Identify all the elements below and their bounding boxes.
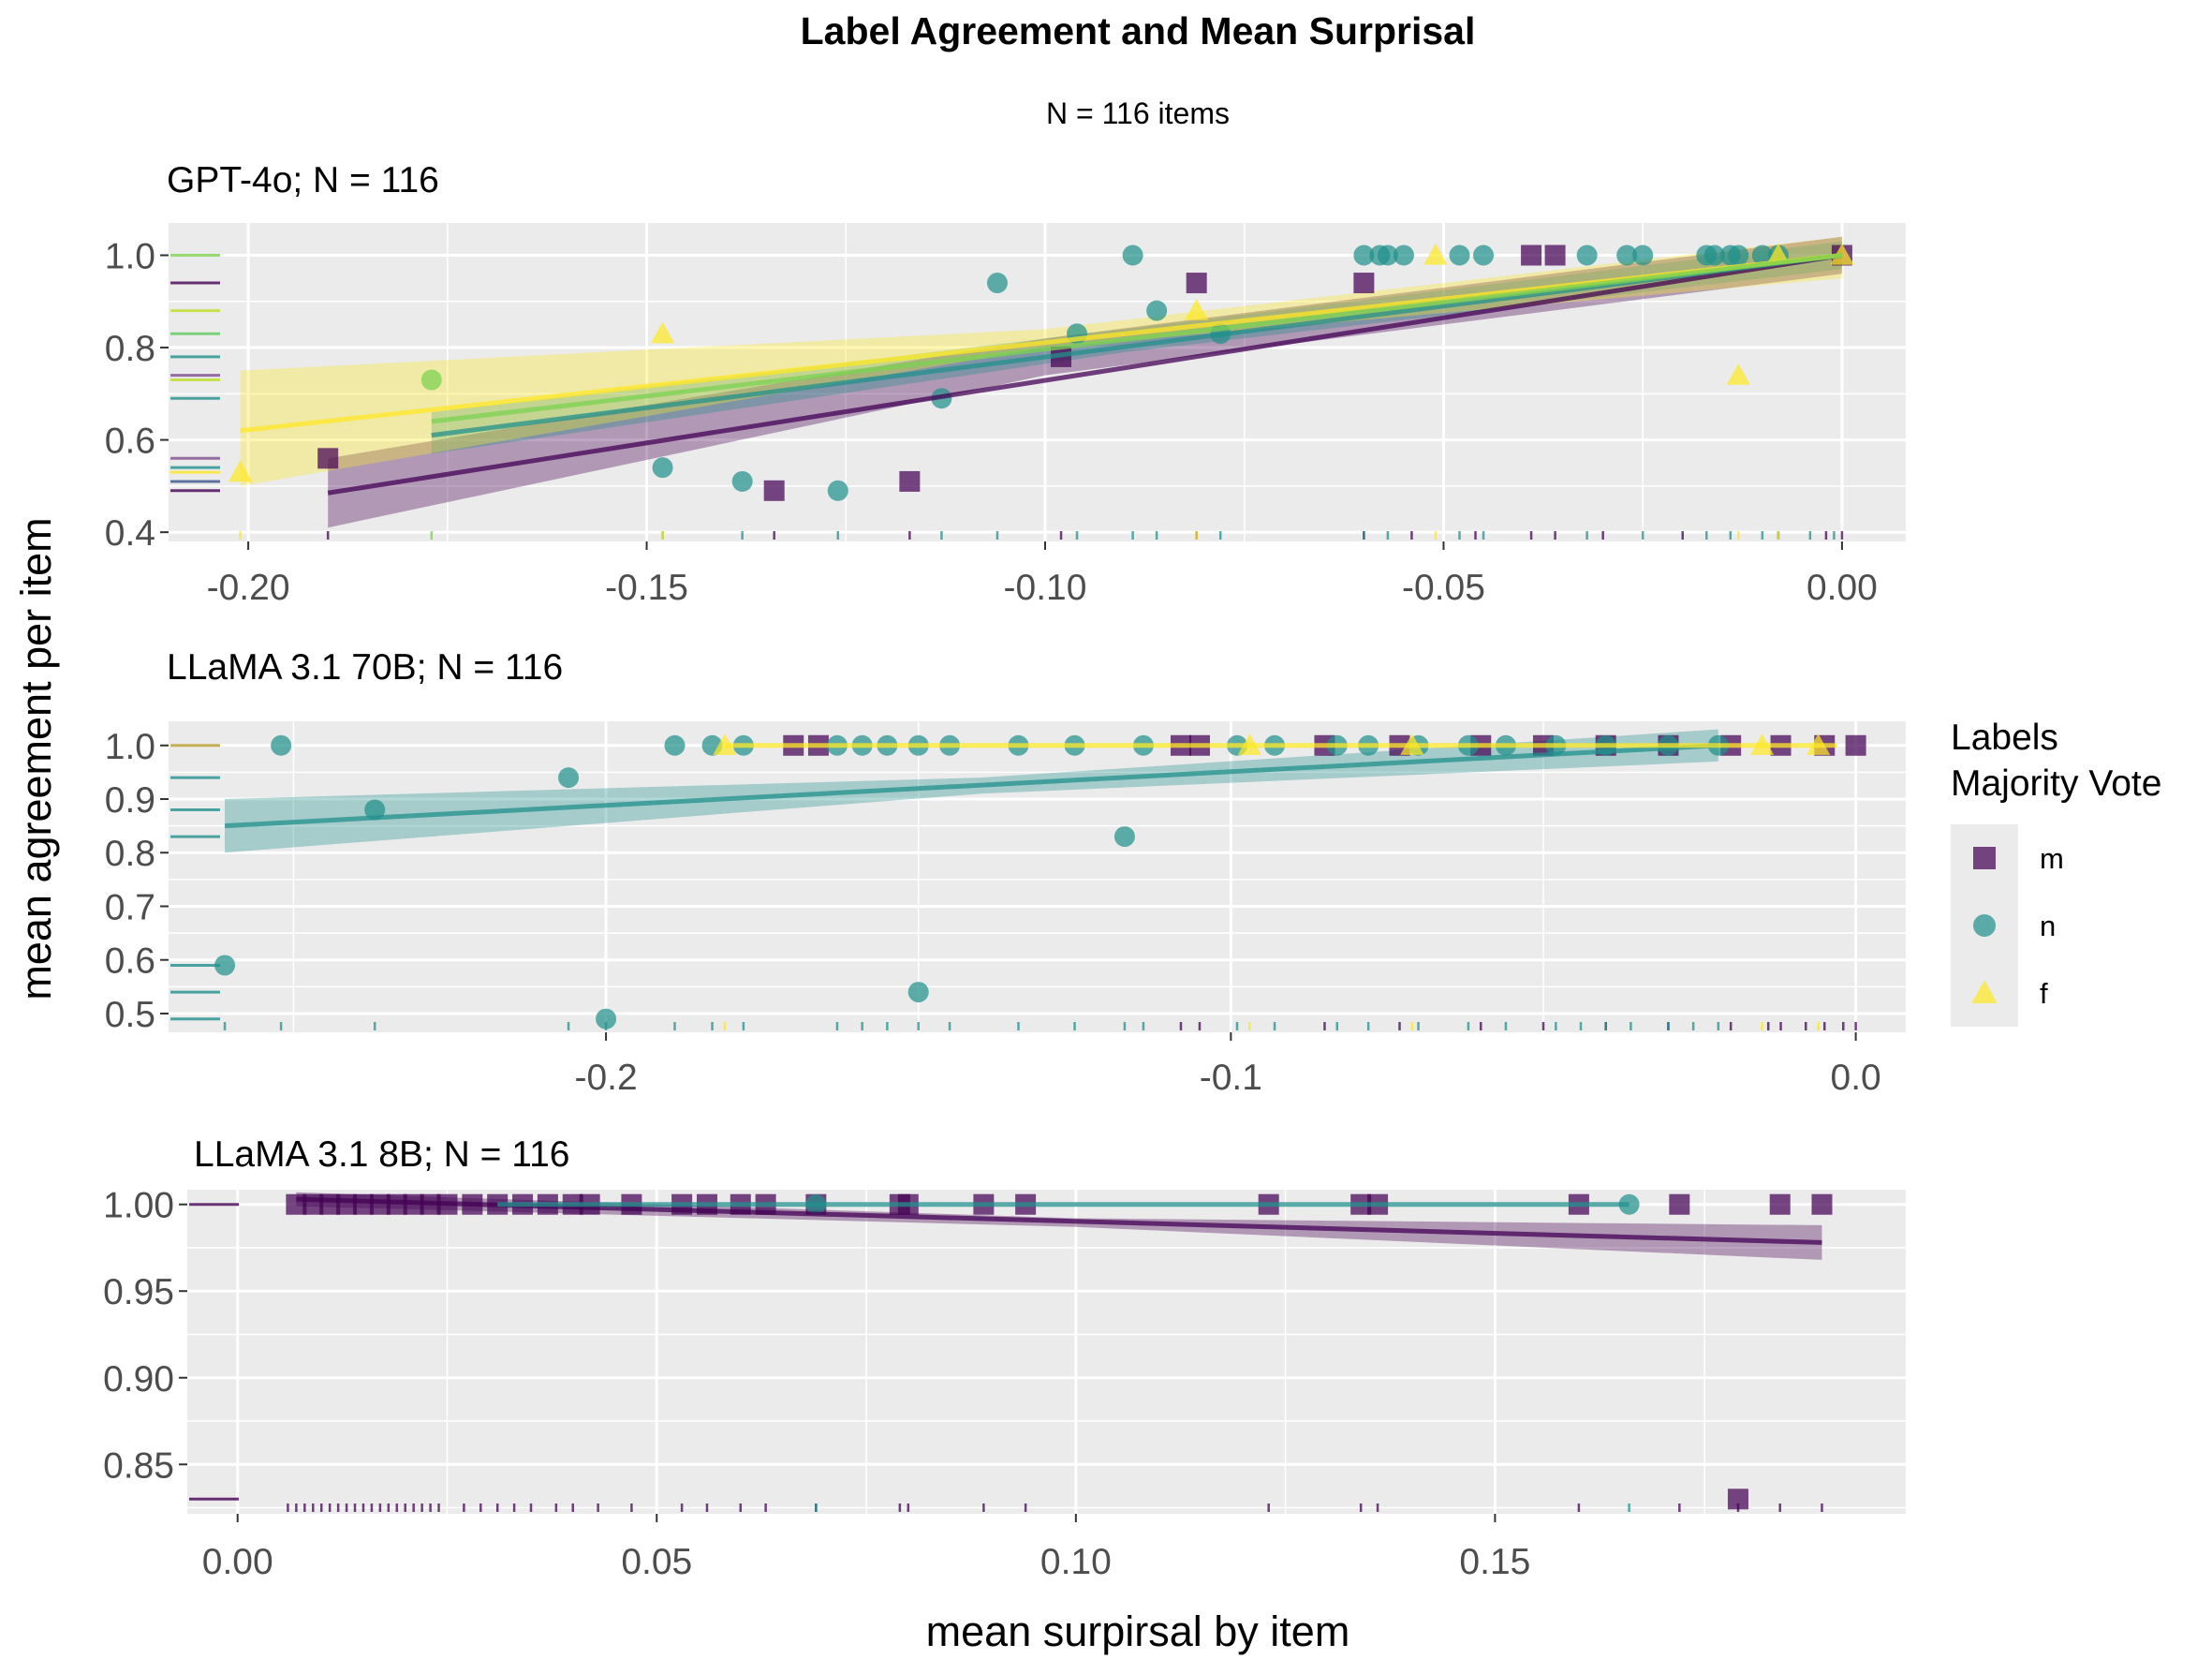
data-point-n: [1377, 244, 1398, 266]
x-tick-label: 0.10: [1040, 1542, 1112, 1582]
data-point-n: [1393, 244, 1414, 266]
data-point-n: [1113, 826, 1135, 848]
legend-key-n: [1973, 914, 1996, 937]
data-point-n: [1122, 244, 1143, 266]
legend-label-m: m: [2040, 842, 2064, 875]
panel-llama-70b: -0.2 -0.1 0.0 0.5 0.6 0.7 0.8 0.9 1.0 LLaMA 3.1 7…: [105, 647, 1906, 1098]
legend-key-f: [1971, 980, 1998, 1004]
y-tick-label: 1.0: [105, 236, 155, 276]
y-tick-label: 0.95: [103, 1272, 174, 1312]
data-point-n: [827, 480, 848, 501]
y-tick-label: 0.90: [103, 1359, 174, 1400]
legend-key-m: [1973, 847, 1996, 869]
legend-title-line2: Majority Vote: [1951, 763, 2161, 804]
panel-title: LLaMA 3.1 70B; N = 116: [167, 647, 563, 688]
legend: Labels Majority Vote m n f: [1951, 718, 2161, 1027]
x-tick-label: -0.1: [1200, 1058, 1262, 1098]
data-point-n: [1703, 244, 1725, 266]
data-point-n: [1751, 244, 1773, 266]
data-point-green: [420, 369, 442, 391]
y-tick-label: 0.8: [105, 329, 155, 369]
fit-line-n: [224, 743, 1718, 829]
data-point-n: [1616, 244, 1638, 266]
data-point-n: [1576, 244, 1598, 266]
y-tick-label: 0.8: [105, 834, 155, 874]
panel-title: GPT-4o; N = 116: [167, 160, 439, 200]
legend-label-f: f: [2040, 977, 2048, 1010]
confidence-band-m: [328, 236, 1842, 528]
data-point-n: [652, 457, 673, 479]
y-tick-label: 0.6: [105, 941, 155, 982]
x-tick-label: 0.05: [621, 1542, 692, 1582]
data-point-f: [228, 460, 253, 482]
panel-background: [187, 1190, 1906, 1514]
data-point-n: [271, 734, 292, 756]
data-point-n: [1473, 244, 1495, 266]
data-point-n: [1632, 244, 1654, 266]
data-point-n: [558, 767, 580, 789]
x-tick-label: -0.2: [574, 1058, 637, 1098]
data-point-m: [1845, 734, 1866, 756]
data-point-f: [1185, 298, 1209, 320]
x-axis-label: mean surpirsal by item: [926, 1607, 1350, 1655]
data-point-n: [214, 955, 236, 976]
x-tick-label: -0.20: [207, 568, 290, 608]
chart-subtitle: N = 116 items: [1046, 96, 1230, 130]
y-tick-label: 1.0: [105, 727, 155, 767]
panel-title: LLaMA 3.1 8B; N = 116: [194, 1134, 569, 1175]
y-tick-label: 0.9: [105, 780, 155, 821]
data-point-n: [731, 470, 753, 492]
data-point-m: [1544, 244, 1566, 266]
data-point-m: [1186, 273, 1207, 294]
y-tick-label: 1.00: [103, 1186, 174, 1226]
x-tick-label: 0.0: [1831, 1058, 1881, 1098]
data-point-m: [1727, 1489, 1748, 1510]
data-point-n: [1449, 244, 1470, 266]
data-point-n: [986, 273, 1008, 294]
x-tick-label: 0.15: [1459, 1542, 1530, 1582]
confidence-band-n: [225, 729, 1718, 853]
legend-items: m n f: [1971, 842, 2064, 1010]
y-tick-label: 0.4: [105, 513, 155, 554]
y-tick-label: 0.6: [105, 422, 155, 462]
x-tick-label: 0.00: [1806, 568, 1878, 608]
x-tick-label: -0.10: [1004, 568, 1087, 608]
y-tick-label: 0.7: [105, 887, 155, 927]
data-point-n: [664, 734, 686, 756]
data-point-f: [1830, 243, 1854, 265]
data-point-m: [1769, 1193, 1791, 1215]
data-point-n: [1728, 244, 1749, 266]
legend-label-n: n: [2040, 910, 2056, 942]
data-point-f: [650, 321, 675, 344]
data-point-m: [1669, 1193, 1690, 1215]
data-point-n: [1146, 300, 1168, 321]
y-axis-label: mean agreement per item: [12, 517, 60, 1000]
chart-title: Label Agreement and Mean Surprisal: [801, 9, 1476, 52]
data-point-m: [317, 448, 339, 469]
x-tick-label: -0.15: [605, 568, 688, 608]
data-point-n: [907, 982, 929, 1003]
data-point-m: [1811, 1193, 1833, 1215]
data-point-m: [899, 470, 921, 492]
x-tick-label: 0.00: [202, 1542, 273, 1582]
x-tick-label: -0.05: [1402, 568, 1485, 608]
data-point-n: [596, 1008, 617, 1029]
data-point-f: [1423, 243, 1448, 265]
data-point-m: [763, 480, 785, 501]
panel-llama-8b: 0.00 0.05 0.10 0.15 0.85 0.90 0.95 1.00 LLaMA 3.…: [103, 1134, 1906, 1582]
data-point-m: [1521, 244, 1542, 266]
fit-line-m: [327, 253, 1843, 496]
panel-background: [169, 721, 1906, 1032]
data-point-n: [364, 799, 386, 821]
legend-title-line1: Labels: [1951, 718, 2058, 758]
data-point-m: [1353, 273, 1375, 294]
y-tick-label: 0.85: [103, 1445, 174, 1486]
fit-line-green: [431, 253, 1843, 424]
data-point-f: [1726, 363, 1750, 385]
data-point-n: [1353, 244, 1375, 266]
y-tick-label: 0.5: [105, 995, 155, 1035]
panel-gpt-4o: -0.20 -0.15 -0.10 -0.05 0.00 0.4 0.6 0.8 1.0 GPT-…: [105, 160, 1906, 608]
